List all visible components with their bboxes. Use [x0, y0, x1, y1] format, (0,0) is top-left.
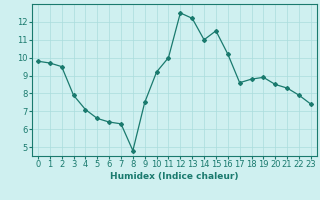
X-axis label: Humidex (Indice chaleur): Humidex (Indice chaleur)	[110, 172, 239, 181]
